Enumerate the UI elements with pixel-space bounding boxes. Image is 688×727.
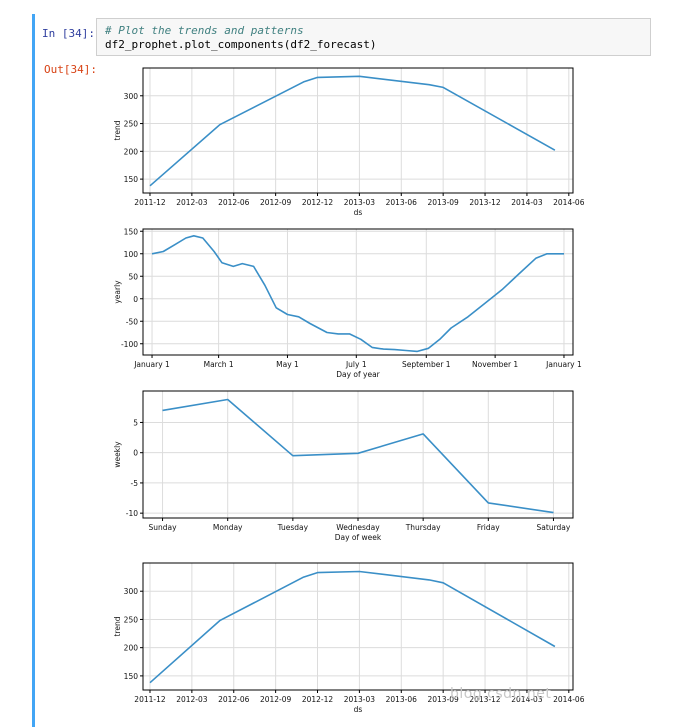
input-prompt: In [34]:	[42, 27, 95, 40]
x-tick-label: Sunday	[149, 523, 178, 532]
y-tick-label: 50	[128, 272, 138, 281]
x-tick-label: 2014-03	[511, 198, 543, 207]
x-axis-label: ds	[354, 208, 363, 217]
x-tick-label: 2013-06	[386, 198, 418, 207]
x-tick-label: 2014-03	[511, 695, 543, 704]
x-tick-label: 2013-09	[427, 695, 459, 704]
x-tick-label: 2012-06	[218, 198, 250, 207]
x-tick-label: March 1	[204, 360, 234, 369]
x-tick-label: 2013-06	[386, 695, 418, 704]
plot-frame	[142, 67, 574, 194]
x-tick-label: January 1	[545, 360, 582, 369]
code-statement: df2_prophet.plot_components(df2_forecast…	[105, 38, 377, 51]
y-tick-label: 300	[124, 587, 139, 596]
x-tick-label: Thursday	[405, 523, 441, 532]
code-input-area[interactable]: # Plot the trends and patterns df2_proph…	[96, 18, 651, 56]
y-tick-label: 0	[133, 295, 138, 304]
x-tick-label: Saturday	[537, 523, 571, 532]
x-tick-label: 2014-06	[553, 198, 585, 207]
x-tick-label: September 1	[402, 360, 451, 369]
x-tick-label: 2012-06	[218, 695, 250, 704]
x-axis-label: Day of week	[335, 533, 382, 542]
y-tick-label: 250	[124, 120, 139, 129]
output-prompt: Out[34]:	[44, 63, 97, 76]
y-tick-label: 150	[124, 227, 139, 236]
x-tick-label: 2012-12	[302, 198, 334, 207]
y-axis-label: weekly	[113, 441, 122, 468]
y-tick-label: -100	[121, 340, 138, 349]
y-tick-label: 150	[124, 175, 139, 184]
code-comment: # Plot the trends and patterns	[105, 24, 304, 37]
watermark-text: blog.csdn.net	[450, 686, 552, 702]
y-tick-label: 150	[124, 672, 139, 681]
x-tick-label: Monday	[213, 523, 243, 532]
x-tick-label: 2013-03	[344, 198, 376, 207]
x-tick-label: 2012-03	[176, 695, 208, 704]
series-line	[162, 398, 554, 514]
y-tick-label: 200	[124, 147, 139, 156]
plot-frame	[142, 228, 574, 356]
x-tick-label: July 1	[345, 360, 367, 369]
x-tick-label: 2013-09	[427, 198, 459, 207]
y-tick-label: 100	[124, 250, 139, 259]
x-tick-label: 2011-12	[134, 695, 166, 704]
x-tick-label: 2013-03	[344, 695, 376, 704]
y-axis-label: trend	[113, 120, 122, 140]
y-tick-label: 300	[124, 92, 139, 101]
x-tick-label: Friday	[477, 523, 500, 532]
x-tick-label: 2012-12	[302, 695, 334, 704]
x-axis-label: Day of year	[336, 370, 380, 379]
x-tick-label: 2013-12	[469, 198, 501, 207]
series-line	[151, 235, 564, 353]
plot-frame	[142, 562, 574, 691]
cell-selection-bar	[32, 14, 35, 727]
x-tick-label: 2012-09	[260, 695, 292, 704]
x-tick-label: November 1	[472, 360, 518, 369]
x-tick-label: Tuesday	[277, 523, 309, 532]
x-tick-label: January 1	[133, 360, 170, 369]
x-tick-label: 2014-06	[553, 695, 585, 704]
y-tick-label: -50	[126, 317, 138, 326]
y-tick-label: 250	[124, 615, 139, 624]
series-line	[149, 75, 556, 187]
x-tick-label: May 1	[276, 360, 299, 369]
x-tick-label: Wednesday	[336, 523, 380, 532]
y-axis-label: yearly	[113, 280, 122, 304]
series-line	[149, 570, 556, 684]
y-tick-label: 5	[133, 418, 138, 427]
y-tick-label: 200	[124, 644, 139, 653]
y-axis-label: trend	[113, 616, 122, 636]
x-tick-label: 2011-12	[134, 198, 166, 207]
y-tick-label: -10	[126, 509, 138, 518]
y-tick-label: -5	[131, 479, 139, 488]
y-tick-label: 0	[133, 449, 138, 458]
x-tick-label: 2012-09	[260, 198, 292, 207]
x-tick-label: 2012-03	[176, 198, 208, 207]
x-tick-label: 2013-12	[469, 695, 501, 704]
x-axis-label: ds	[354, 705, 363, 714]
